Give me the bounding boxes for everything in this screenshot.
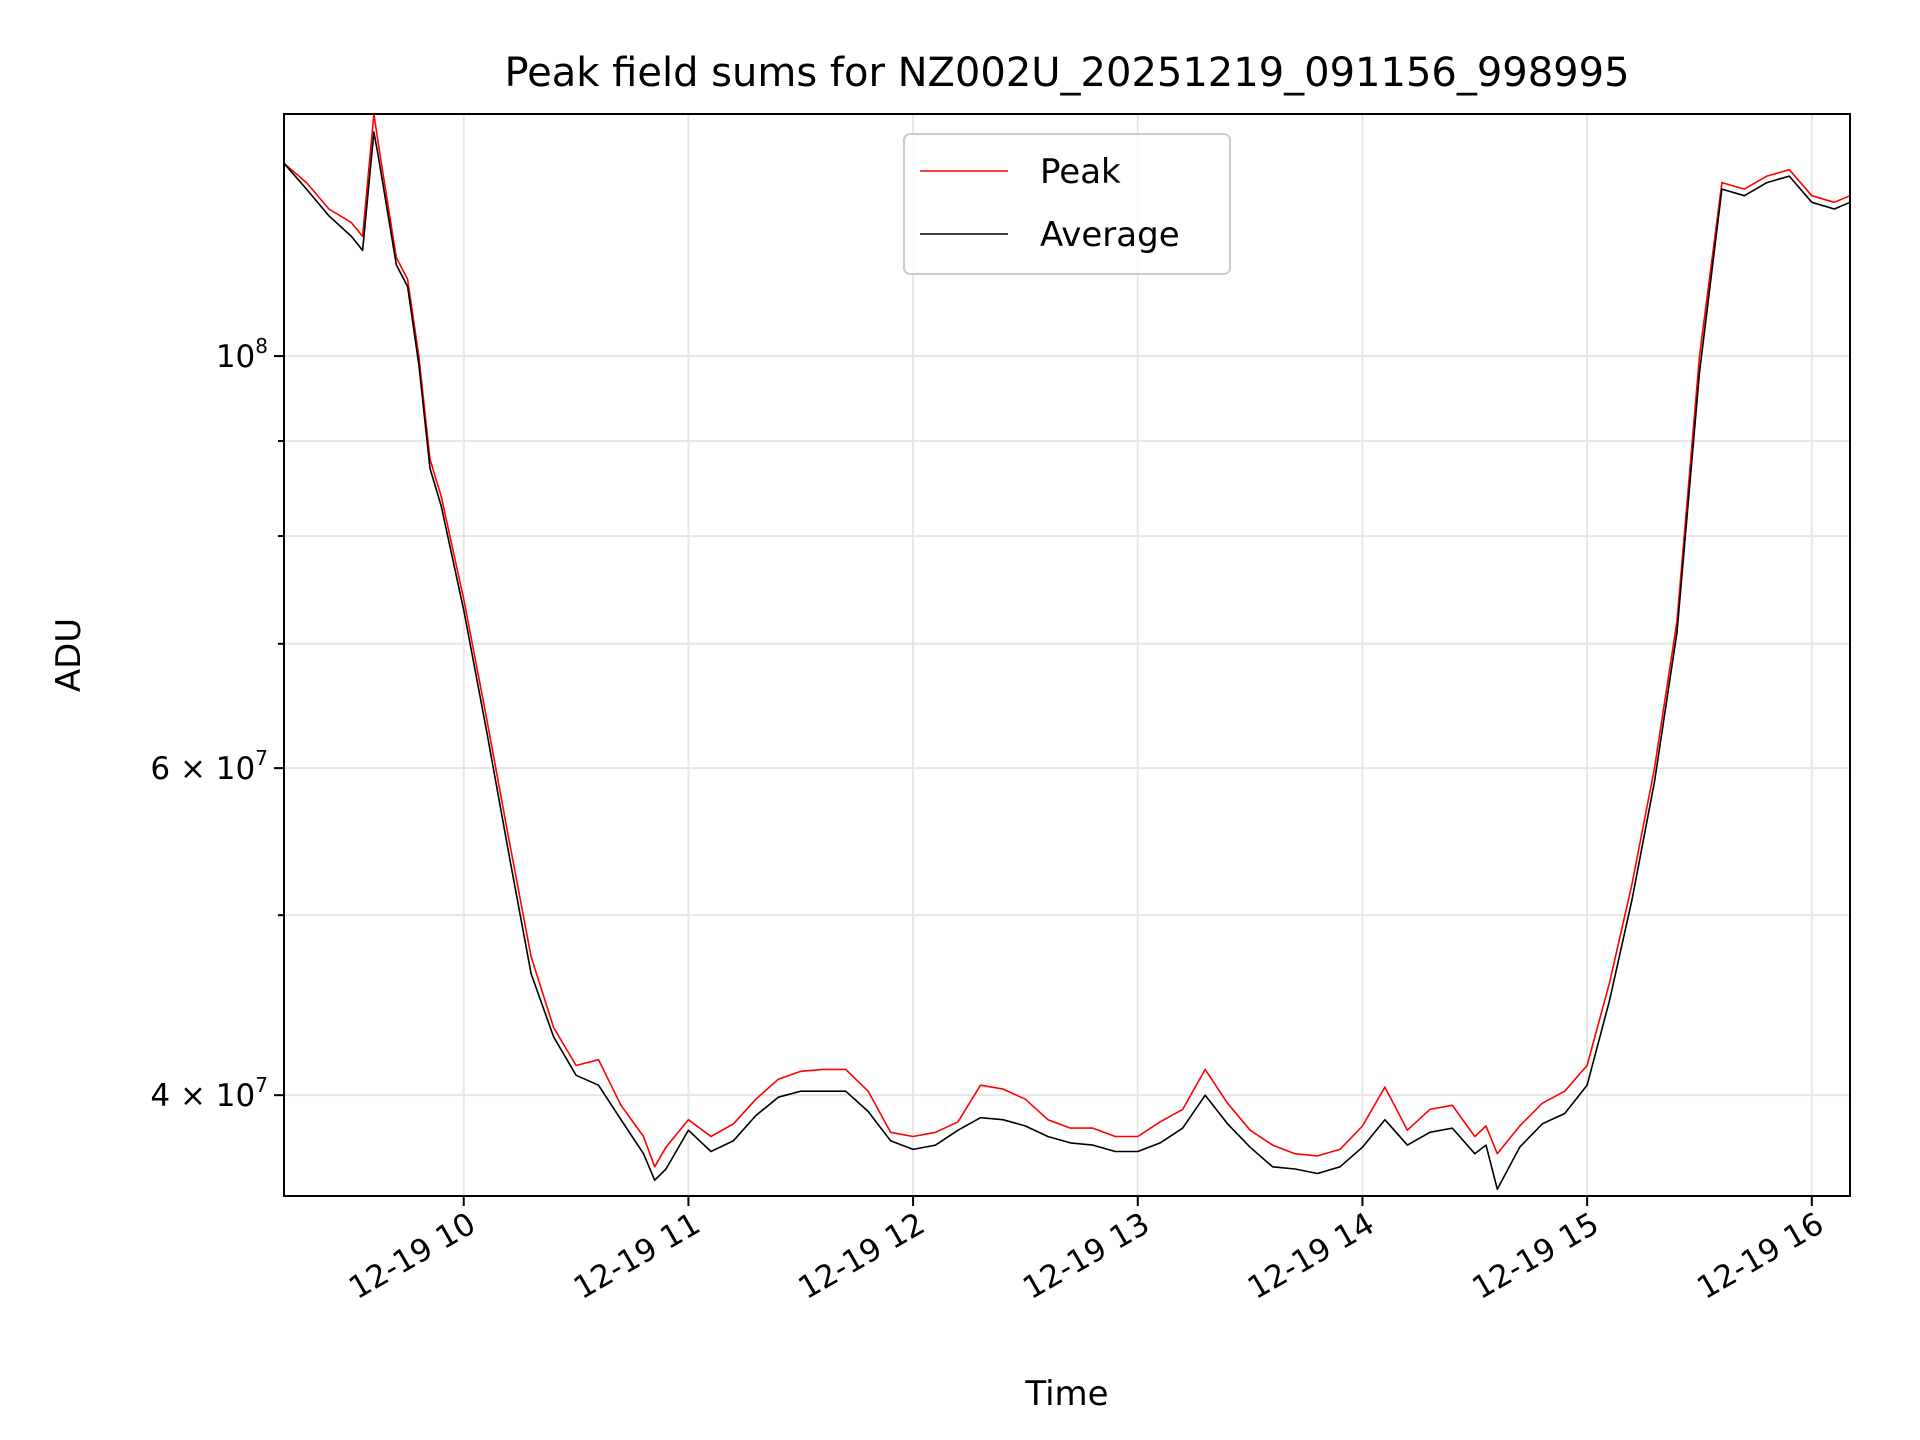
- grid: [284, 114, 1850, 1196]
- legend-average-label: Average: [1040, 215, 1180, 255]
- series-line-peak: [283, 113, 1851, 1168]
- plot-frame: [283, 113, 1851, 1197]
- legend: Peak Average: [903, 133, 1231, 275]
- series-layer: [283, 113, 1851, 1190]
- chart-title: Peak field sums for NZ002U_20251219_0911…: [504, 50, 1629, 96]
- y-axis-ticks: 108 6 × 107 4 × 107: [150, 334, 284, 1114]
- y-axis-label: ADU: [49, 618, 89, 692]
- y-tick-label: 6 × 107: [150, 746, 268, 787]
- y-tick-label: 4 × 107: [150, 1073, 268, 1114]
- series-line-average: [283, 131, 1851, 1190]
- x-axis-label: Time: [1024, 1374, 1108, 1414]
- legend-box: [903, 133, 1231, 275]
- legend-peak-label: Peak: [1040, 152, 1121, 192]
- y-tick-label: 108: [216, 334, 268, 375]
